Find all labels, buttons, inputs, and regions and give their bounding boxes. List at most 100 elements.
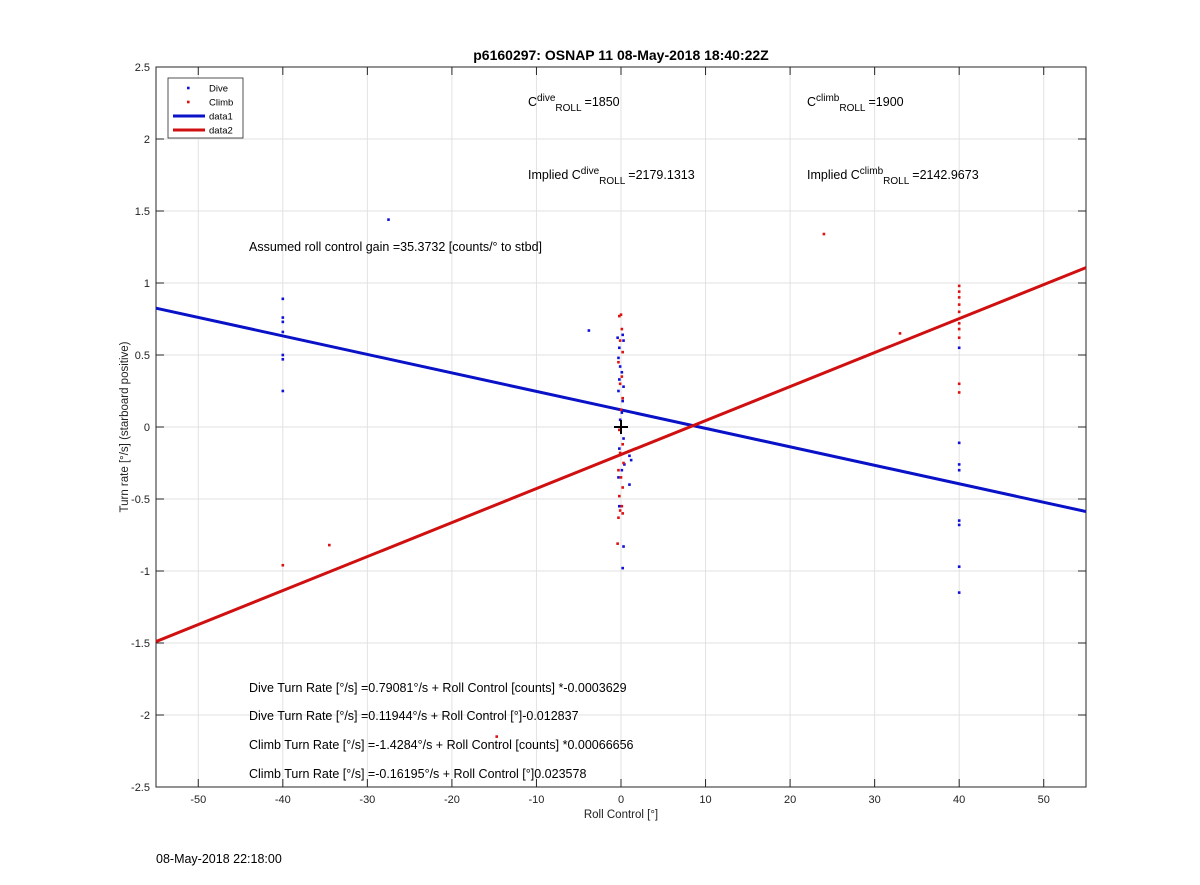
dive-point [621, 399, 624, 403]
climb-point [620, 375, 624, 378]
dive-point [281, 320, 285, 324]
dive-point [281, 297, 285, 301]
x-tick-label: 20 [784, 794, 796, 806]
dive-point [618, 418, 622, 422]
y-tick-label: 2 [144, 134, 150, 146]
climb-point [620, 504, 624, 508]
implied-c-roll-dive-label: Implied CdiveROLL =2179.1313 [528, 166, 695, 187]
dive-point [957, 441, 961, 445]
legend-label: data1 [209, 112, 233, 123]
climb-point [619, 408, 623, 412]
climb-point [621, 396, 624, 400]
climb-point [957, 322, 961, 325]
dive-point [957, 468, 961, 472]
dive-point [616, 336, 619, 340]
climb-point [957, 296, 961, 299]
climb-point [957, 336, 961, 340]
legend: Dive Climb data1 data2 [167, 77, 244, 139]
dive-point [629, 458, 633, 462]
dive-point [617, 476, 620, 479]
y-tick-label: -1.5 [131, 638, 150, 650]
legend-label: Climb [209, 98, 233, 109]
dive-point [281, 353, 285, 357]
climb-point [618, 382, 622, 386]
climb-point [621, 486, 624, 489]
dive-point [957, 591, 961, 594]
dive-point [618, 365, 622, 368]
roll-gain-annotation: Assumed roll control gain =35.3732 [coun… [249, 240, 542, 254]
x-tick-label: 40 [953, 794, 965, 806]
y-tick-label: -2.5 [131, 782, 150, 794]
dive-point [957, 346, 961, 350]
series-line-data2 [155, 266, 1087, 643]
dive-point [618, 447, 621, 450]
dive-point [628, 454, 631, 458]
c-roll-dive-label: CdiveROLL =1850 [528, 93, 620, 114]
climb-point [957, 290, 961, 293]
climb-point [957, 327, 961, 331]
climb-point [619, 313, 623, 316]
dive-point [957, 523, 961, 527]
dive-equation-degrees: Dive Turn Rate [°/s] =0.11944°/s + Roll … [249, 709, 579, 723]
climb-point [618, 509, 622, 512]
climb-point [618, 428, 621, 432]
climb-point [621, 350, 624, 354]
dive-point [622, 385, 625, 388]
dive-point [620, 370, 624, 374]
legend-box [167, 77, 244, 139]
y-tick-label: 1 [144, 278, 150, 290]
dive-point [620, 411, 624, 414]
dive-point [621, 333, 624, 337]
dive-point [387, 218, 390, 221]
x-tick-label: 10 [699, 794, 711, 806]
climb-point [898, 332, 902, 335]
axis-ticks: -50 -40 -30 -20 -10 0 10 20 30 40 50-2.5-2-1.5-1-0… [131, 62, 1086, 806]
dive-point [622, 437, 625, 440]
climb-point [617, 468, 620, 472]
series [155, 218, 1087, 738]
y-tick-label: -1 [140, 566, 150, 578]
dive-point [617, 389, 620, 393]
climb-point [957, 310, 961, 314]
x-tick-label: 0 [618, 794, 624, 806]
dive-point [281, 316, 285, 319]
x-tick-label: -50 [190, 794, 206, 806]
c-roll-climb-label: CclimbROLL =1900 [807, 93, 904, 114]
legend-label: data2 [209, 126, 233, 137]
climb-point [957, 382, 961, 386]
climb-point [957, 391, 961, 394]
climb-point [618, 494, 621, 498]
climb-point [617, 360, 620, 364]
y-tick-label: 2.5 [135, 62, 150, 74]
dive-point [623, 463, 626, 466]
y-axis-label: Turn rate [°/s] (starboard positive) [119, 341, 131, 512]
x-tick-label: -40 [275, 794, 291, 806]
y-tick-label: -0.5 [131, 494, 150, 506]
dive-point [617, 356, 620, 360]
legend-label: Dive [209, 84, 228, 95]
climb-equation-counts: Climb Turn Rate [°/s] =-1.4284°/s + Roll… [249, 738, 634, 752]
dive-point [281, 330, 285, 334]
climb-equation-degrees: Climb Turn Rate [°/s] =-0.16195°/s + Rol… [249, 767, 586, 781]
climb-point [495, 735, 499, 738]
dive-point [622, 339, 625, 342]
y-tick-label: -2 [140, 710, 150, 722]
climb-point [622, 461, 625, 465]
y-tick-label: 0 [144, 422, 150, 434]
climb-point [618, 314, 621, 318]
dive-point [622, 545, 625, 548]
climb-point [822, 232, 826, 236]
dive-point [628, 483, 631, 486]
dive-point [618, 346, 621, 350]
x-axis-label: Roll Control [°] [584, 809, 658, 821]
timestamp: 08-May-2018 22:18:00 [156, 852, 282, 866]
climb-point [616, 542, 619, 545]
dive-equation-counts: Dive Turn Rate [°/s] =0.79081°/s + Roll … [249, 681, 627, 695]
dive-point [587, 329, 591, 332]
climb-point [618, 339, 622, 342]
x-tick-label: 50 [1038, 794, 1050, 806]
x-tick-label: -30 [359, 794, 375, 806]
climb-point [620, 327, 624, 331]
dive-point [281, 358, 285, 361]
